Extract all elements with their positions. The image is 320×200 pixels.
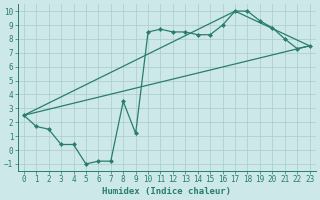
X-axis label: Humidex (Indice chaleur): Humidex (Indice chaleur): [102, 187, 231, 196]
